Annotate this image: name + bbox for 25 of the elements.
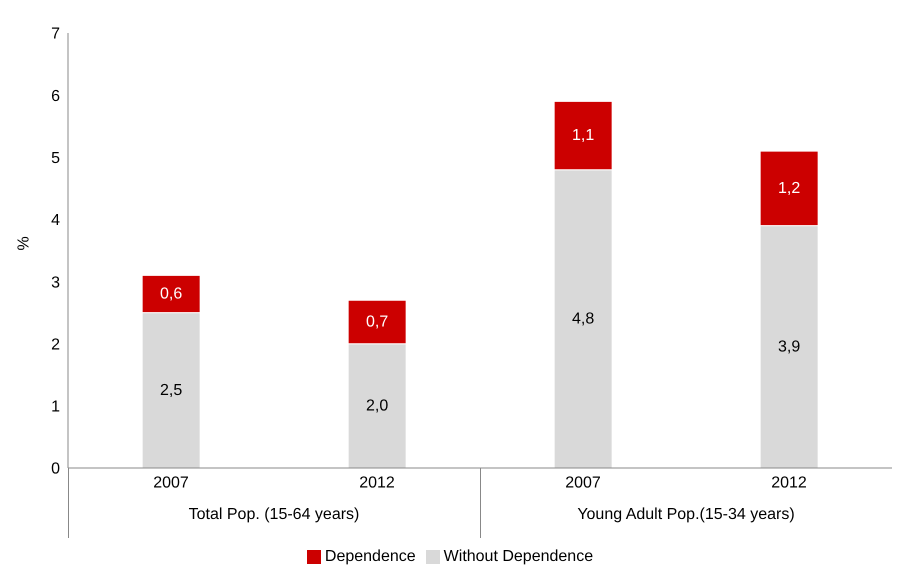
y-tick-label: 1: [51, 398, 60, 416]
legend-label: Without Dependence: [444, 548, 594, 565]
y-axis-title: %: [16, 236, 33, 250]
x-tick-label: 2007: [565, 474, 601, 492]
y-tick-label: 7: [51, 26, 60, 43]
y-tick-label: 2: [51, 336, 60, 354]
text: Total Pop. (15-64 years): [188, 506, 360, 524]
y-tick-label: 0: [51, 460, 60, 478]
data-label: 4,8: [572, 310, 594, 328]
data-label: 0,6: [160, 286, 182, 302]
data-label: 2,0: [366, 397, 388, 414]
y-tick-label: 6: [51, 88, 60, 105]
data-label: 3,9: [778, 338, 800, 356]
data-label: 1,2: [778, 180, 800, 197]
data-label: 2,5: [160, 382, 182, 399]
y-tick-label: 5: [51, 150, 60, 167]
x-tick-label: 2007: [153, 474, 189, 492]
x-tick-label: 2012: [771, 474, 807, 492]
data-label: 1,1: [572, 127, 594, 144]
y-tick-label: 4: [51, 212, 60, 230]
x-tick-label: 2012: [359, 474, 395, 492]
legend-label: Dependence: [324, 548, 416, 565]
y-tick-label: 3: [51, 274, 60, 292]
text: Young Adult Pop.(15-34 years): [576, 506, 796, 524]
data-label: 0,7: [366, 313, 388, 330]
